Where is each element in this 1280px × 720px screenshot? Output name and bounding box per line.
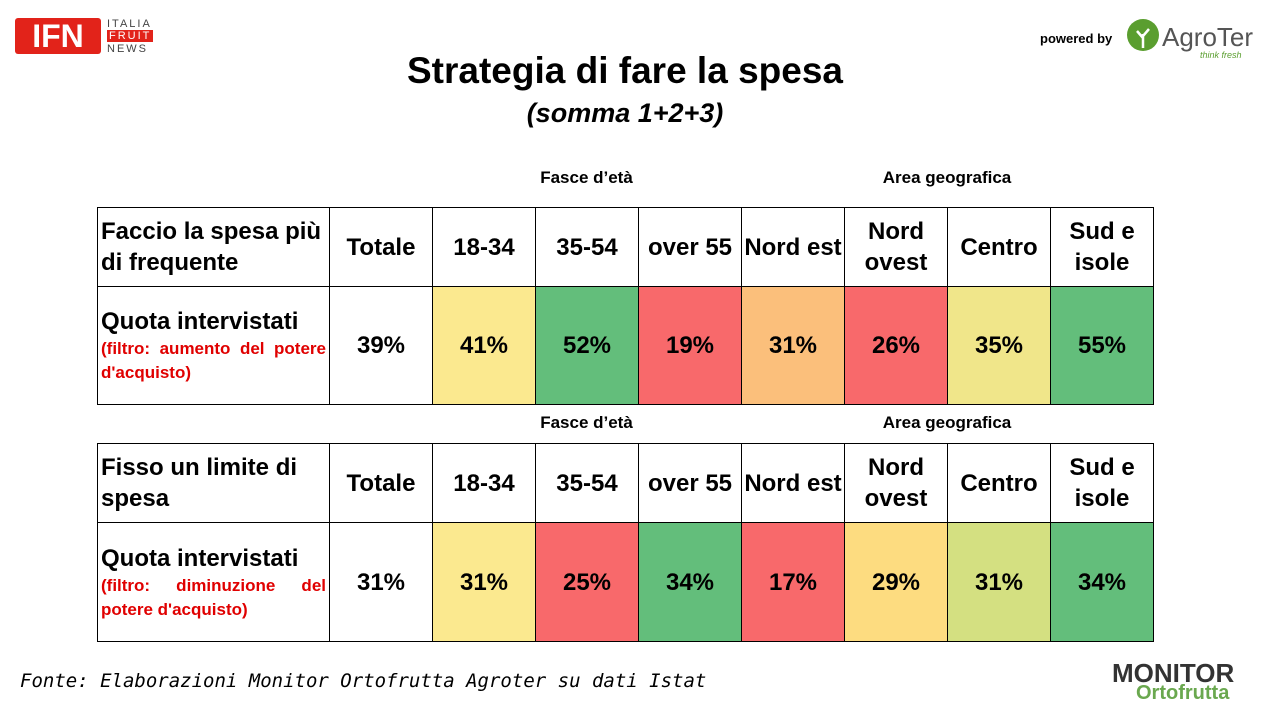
value-cell: 17% [741, 522, 845, 642]
ifn-line: ITALIA [107, 18, 152, 30]
ifn-abbr: IFN [15, 18, 101, 54]
header-cell: 35-54 [535, 207, 639, 287]
header-cell: Nord est [741, 443, 845, 523]
row-note: (filtro: diminuzione del potere d'acquis… [101, 575, 326, 619]
group-label: Area geografica [882, 413, 1012, 432]
header-cell: 18-34 [432, 207, 536, 287]
powered-by: powered by [1040, 31, 1113, 46]
header-cell: Nord ovest [844, 207, 948, 287]
value-cell: 35% [947, 286, 1051, 405]
monitor-word: MONITOR [1112, 658, 1235, 688]
value-cell: 41% [432, 286, 536, 405]
header-cell: 35-54 [535, 443, 639, 523]
agroter-tagline: think fresh [1200, 50, 1242, 60]
ifn-line: NEWS [107, 43, 148, 55]
header-cell: Fisso un limite di spesa [97, 443, 330, 523]
header-cell: over 55 [638, 207, 742, 287]
row-note: (filtro: aumento del potere d'acquisto) [101, 339, 326, 382]
value-cell: 31% [432, 522, 536, 642]
source: Fonte: Elaborazioni Monitor Ortofrutta A… [20, 670, 707, 692]
value-cell: 55% [1050, 286, 1154, 405]
value-cell: 34% [1050, 522, 1154, 642]
value-cell: 34% [638, 522, 742, 642]
title: Strategia di fare la spesa [407, 50, 843, 91]
value-cell: 19% [638, 286, 742, 405]
header-cell: Sud e isole [1050, 207, 1154, 287]
header-cell: 18-34 [432, 443, 536, 523]
value-cell: 52% [535, 286, 639, 405]
group-label: Area geografica [882, 168, 1012, 187]
row-label-cell: Quota intervistati (filtro: aumento del p… [97, 286, 330, 405]
monitor-logo: MONITOR Ortofrutta [1112, 658, 1252, 708]
ifn-logo: IFN ITALIA FRUIT NEWS [15, 18, 165, 58]
header-cell: Nord ovest [844, 443, 948, 523]
header-cell: Totale [329, 443, 433, 523]
row-label: Quota intervistati [101, 544, 299, 572]
row-label: Quota intervistati [101, 308, 299, 335]
header-cell: Totale [329, 207, 433, 287]
value-cell: 31% [329, 522, 433, 642]
row-label-cell: Quota intervistati (filtro: diminuzione d… [97, 522, 330, 642]
agroter-icon [1127, 19, 1159, 51]
header-cell: Faccio la spesa più di frequente [97, 207, 330, 287]
header-cell: Nord est [741, 207, 845, 287]
header-cell: Centro [947, 207, 1051, 287]
group-label: Fasce d’età [540, 413, 633, 432]
header-cell: Sud e isole [1050, 443, 1154, 523]
group-label: Fasce d’età [540, 168, 633, 187]
value-cell: 26% [844, 286, 948, 405]
value-cell: 29% [844, 522, 948, 642]
ifn-line: FRUIT [107, 30, 154, 42]
value-cell: 39% [329, 286, 433, 405]
value-cell: 31% [947, 522, 1051, 642]
value-cell: 25% [535, 522, 639, 642]
subtitle: (somma 1+2+3) [526, 98, 724, 128]
header-cell: over 55 [638, 443, 742, 523]
value-cell: 31% [741, 286, 845, 405]
header-cell: Centro [947, 443, 1051, 523]
ortofrutta-word: Ortofrutta [1136, 682, 1230, 704]
agroter-name: AgroTer [1162, 22, 1254, 52]
